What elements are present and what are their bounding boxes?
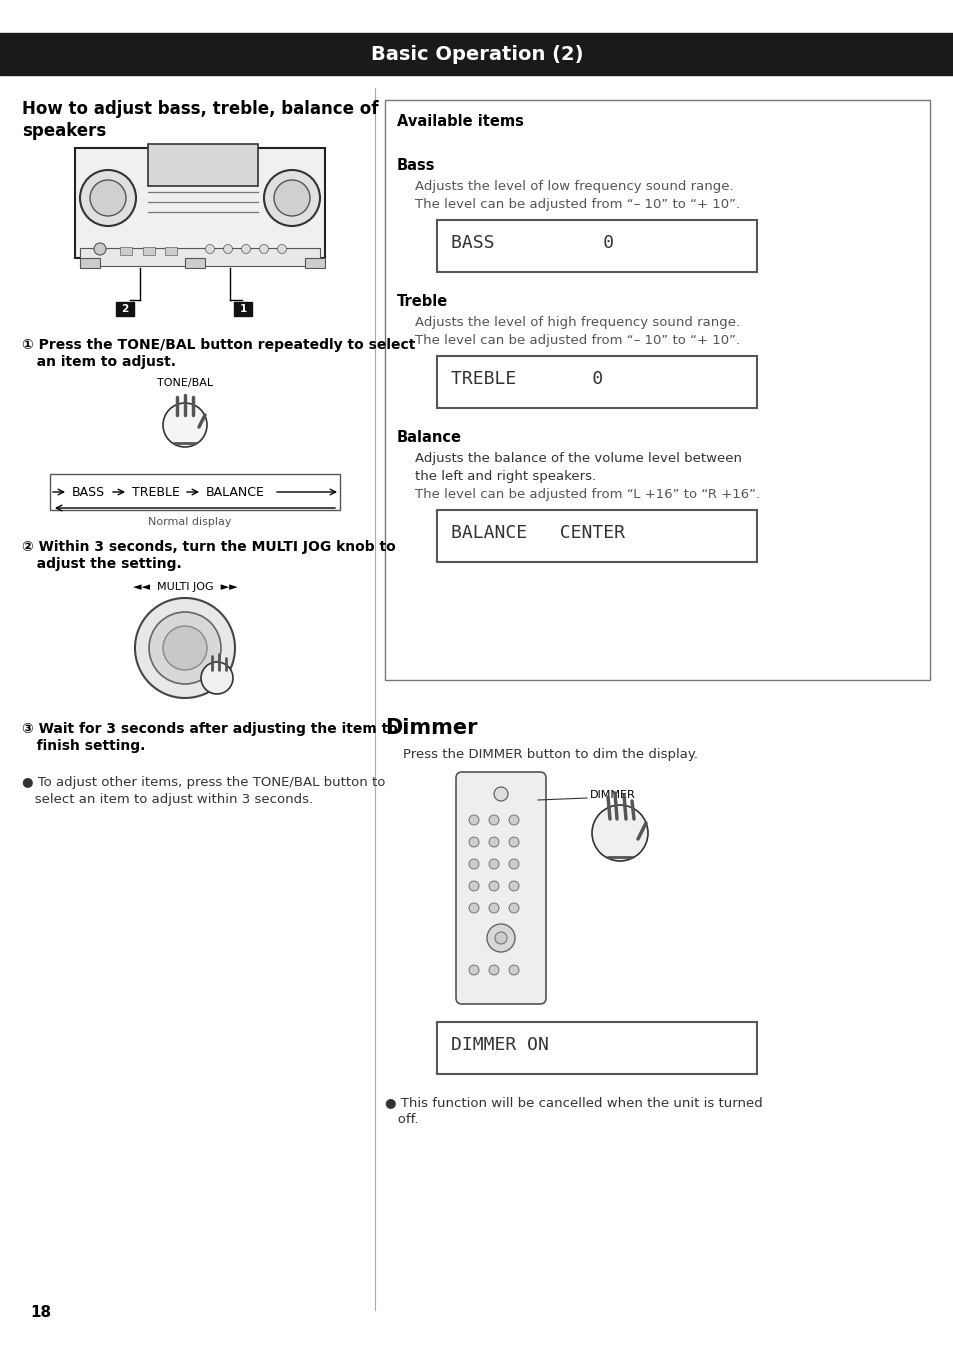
Circle shape (80, 170, 136, 226)
Text: BASS: BASS (71, 485, 105, 499)
FancyBboxPatch shape (456, 772, 545, 1004)
Bar (116, 302, 133, 315)
Bar (185, 257, 205, 268)
Circle shape (201, 662, 233, 694)
Bar (80, 257, 100, 268)
Text: 2: 2 (121, 305, 129, 314)
Circle shape (489, 859, 498, 869)
Circle shape (509, 837, 518, 847)
Circle shape (509, 859, 518, 869)
Text: Normal display: Normal display (148, 518, 232, 527)
Circle shape (223, 244, 233, 253)
Circle shape (592, 805, 647, 861)
Bar (148, 144, 257, 186)
Text: speakers: speakers (22, 123, 106, 140)
Bar (120, 247, 132, 255)
Bar (80, 248, 319, 266)
Text: TREBLE       0: TREBLE 0 (451, 369, 602, 388)
Bar (436, 220, 757, 272)
Bar (305, 257, 325, 268)
Text: The level can be adjusted from “L +16” to “R +16”.: The level can be adjusted from “L +16” t… (415, 488, 760, 501)
Text: the left and right speakers.: the left and right speakers. (415, 470, 596, 483)
Text: finish setting.: finish setting. (22, 739, 145, 754)
Bar (75, 148, 325, 257)
Circle shape (469, 882, 478, 891)
Text: How to adjust bass, treble, balance of: How to adjust bass, treble, balance of (22, 100, 378, 119)
Circle shape (277, 244, 286, 253)
Text: BALANCE: BALANCE (206, 485, 265, 499)
Circle shape (489, 816, 498, 825)
Text: ● This function will be cancelled when the unit is turned: ● This function will be cancelled when t… (385, 1096, 762, 1109)
Circle shape (469, 965, 478, 975)
Text: ① Press the TONE/BAL button repeatedly to select: ① Press the TONE/BAL button repeatedly t… (22, 338, 415, 352)
Text: adjust the setting.: adjust the setting. (22, 557, 182, 572)
Text: Adjusts the level of high frequency sound range.: Adjusts the level of high frequency soun… (415, 315, 740, 329)
Circle shape (495, 931, 506, 944)
Circle shape (259, 244, 268, 253)
Circle shape (509, 816, 518, 825)
Text: Press the DIMMER button to dim the display.: Press the DIMMER button to dim the displ… (402, 748, 698, 762)
Circle shape (469, 903, 478, 913)
Circle shape (469, 816, 478, 825)
Circle shape (489, 965, 498, 975)
Text: Available items: Available items (396, 115, 523, 129)
Circle shape (205, 244, 214, 253)
Text: DIMMER ON: DIMMER ON (451, 1037, 548, 1054)
Circle shape (163, 403, 207, 448)
Text: Adjusts the balance of the volume level between: Adjusts the balance of the volume level … (415, 452, 741, 465)
Text: The level can be adjusted from “– 10” to “+ 10”.: The level can be adjusted from “– 10” to… (415, 334, 740, 346)
Text: ◄◄  MULTI JOG  ►►: ◄◄ MULTI JOG ►► (132, 582, 237, 592)
Circle shape (509, 882, 518, 891)
Circle shape (163, 625, 207, 670)
Circle shape (489, 882, 498, 891)
Circle shape (509, 965, 518, 975)
Text: Balance: Balance (396, 430, 461, 445)
Circle shape (149, 612, 221, 683)
Text: TREBLE: TREBLE (132, 485, 180, 499)
Text: The level can be adjusted from “– 10” to “+ 10”.: The level can be adjusted from “– 10” to… (415, 198, 740, 212)
Bar (385, 100, 929, 679)
Text: off.: off. (385, 1113, 418, 1126)
Text: Dimmer: Dimmer (385, 718, 477, 737)
Circle shape (469, 859, 478, 869)
Bar (165, 247, 177, 255)
Text: Adjusts the level of low frequency sound range.: Adjusts the level of low frequency sound… (415, 181, 733, 193)
Circle shape (489, 837, 498, 847)
Bar (436, 510, 757, 562)
Text: DIMMER: DIMMER (589, 790, 635, 799)
Text: 1: 1 (239, 305, 247, 314)
Bar (143, 247, 154, 255)
Text: Bass: Bass (396, 158, 435, 173)
Circle shape (509, 903, 518, 913)
Circle shape (241, 244, 251, 253)
Text: BASS          0: BASS 0 (451, 235, 614, 252)
Bar (233, 302, 252, 315)
Circle shape (489, 903, 498, 913)
Circle shape (90, 181, 126, 216)
Text: ③ Wait for 3 seconds after adjusting the item to: ③ Wait for 3 seconds after adjusting the… (22, 723, 397, 736)
Bar (0, 32, 953, 75)
Circle shape (486, 923, 515, 952)
Text: TONE/BAL: TONE/BAL (157, 377, 213, 388)
Circle shape (469, 837, 478, 847)
Circle shape (94, 243, 106, 255)
Circle shape (494, 787, 507, 801)
Bar (436, 356, 757, 408)
Text: 18: 18 (30, 1305, 51, 1320)
Bar (50, 474, 339, 510)
Text: ● To adjust other items, press the TONE/BAL button to: ● To adjust other items, press the TONE/… (22, 776, 385, 789)
Text: BALANCE   CENTER: BALANCE CENTER (451, 524, 624, 542)
Text: ② Within 3 seconds, turn the MULTI JOG knob to: ② Within 3 seconds, turn the MULTI JOG k… (22, 541, 395, 554)
Text: Basic Operation (2): Basic Operation (2) (371, 44, 582, 63)
Circle shape (264, 170, 319, 226)
Text: an item to adjust.: an item to adjust. (22, 355, 175, 369)
Circle shape (135, 599, 234, 698)
Bar (436, 1022, 757, 1074)
Text: Treble: Treble (396, 294, 448, 309)
Circle shape (274, 181, 310, 216)
Text: select an item to adjust within 3 seconds.: select an item to adjust within 3 second… (22, 793, 313, 806)
